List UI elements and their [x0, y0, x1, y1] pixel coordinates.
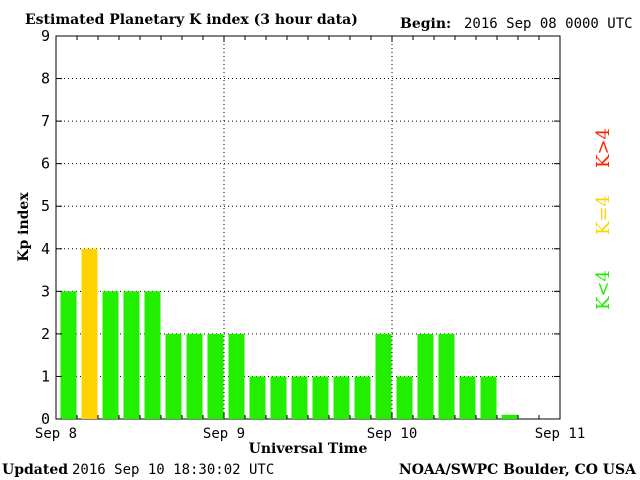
kp-bar — [375, 333, 392, 419]
y-tick-label: 8 — [41, 70, 50, 88]
updated-label: Updated — [2, 462, 68, 478]
y-tick-label: 3 — [41, 282, 50, 300]
y-tick-label: 1 — [41, 367, 50, 385]
kp-bar — [249, 376, 266, 419]
kp-bar — [123, 291, 140, 419]
source-credit: NOAA/SWPC Boulder, CO USA — [399, 462, 637, 478]
kp-bar — [81, 248, 98, 419]
begin-value: 2016 Sep 08 0000 UTC — [464, 16, 633, 32]
updated-value: 2016 Sep 10 18:30:02 UTC — [72, 462, 274, 478]
kp-bar — [165, 333, 182, 419]
y-axis-label: Kp index — [16, 192, 32, 262]
x-tick-label: Sep 9 — [203, 426, 245, 442]
axis-ticks: 0 1 2 3 4 5 6 7 8 9 Sep 8 Sep 9 Sep 10 Sep 11 — [35, 27, 585, 442]
legend-k-below-4: K<4 — [593, 270, 614, 310]
kp-bar — [291, 376, 308, 419]
kp-bar — [207, 333, 224, 419]
kp-bar — [144, 291, 161, 419]
kp-bar — [102, 291, 119, 419]
y-tick-label: 0 — [41, 410, 50, 428]
y-tick-label: 9 — [41, 27, 50, 45]
bars — [60, 248, 518, 419]
chart-title: Estimated Planetary K index (3 hour data… — [25, 12, 358, 28]
y-tick-label: 7 — [41, 112, 50, 130]
x-tick-label: Sep 8 — [35, 426, 77, 442]
kp-bar — [333, 376, 350, 419]
begin-label: Begin: — [400, 16, 451, 32]
kp-bar — [501, 414, 518, 419]
y-tick-label: 4 — [41, 240, 50, 258]
x-tick-label: Sep 11 — [535, 426, 586, 442]
kp-bar — [459, 376, 476, 419]
kp-bar — [228, 333, 245, 419]
y-tick-label: 2 — [41, 325, 50, 343]
grid-lines — [56, 36, 560, 419]
plot-area — [55, 35, 561, 420]
kp-bar — [312, 376, 329, 419]
legend-k-equal-4: K=4 — [593, 195, 614, 235]
kp-bar — [396, 376, 413, 419]
kp-bar — [417, 333, 434, 419]
y-tick-label: 5 — [41, 197, 50, 215]
kp-bar — [480, 376, 497, 419]
kp-bar — [60, 291, 77, 419]
x-axis-label: Universal Time — [249, 441, 368, 457]
y-tick-label: 6 — [41, 155, 50, 173]
kp-bar — [438, 333, 455, 419]
x-tick-label: Sep 10 — [367, 426, 418, 442]
kp-bar — [186, 333, 203, 419]
kp-bar — [354, 376, 371, 419]
legend-k-above-4: K>4 — [593, 128, 614, 168]
kp-bar — [270, 376, 287, 419]
